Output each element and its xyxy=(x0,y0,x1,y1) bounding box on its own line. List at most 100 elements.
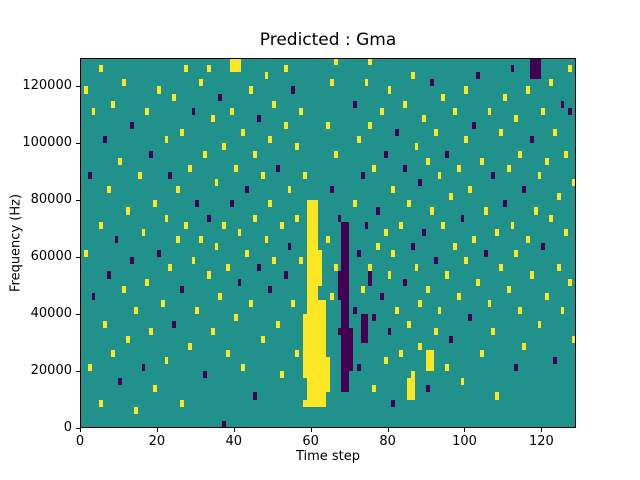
heatmap-cell xyxy=(360,171,365,179)
heatmap-cell xyxy=(114,235,119,243)
heatmap-cell xyxy=(360,314,369,343)
heatmap-cell xyxy=(279,371,284,379)
heatmap-cell xyxy=(272,100,277,108)
heatmap-cell xyxy=(268,136,273,144)
heatmap-cell xyxy=(226,264,230,272)
heatmap-cell xyxy=(129,122,134,130)
heatmap-cell xyxy=(468,314,473,322)
x-tick-mark xyxy=(387,428,389,432)
heatmap-cell xyxy=(368,264,373,286)
heatmap-cell xyxy=(387,328,392,336)
heatmap-cell xyxy=(383,228,388,236)
heatmap-cell xyxy=(445,271,450,279)
heatmap-cell xyxy=(468,186,473,194)
heatmap-cell xyxy=(491,171,496,179)
heatmap-cell xyxy=(210,114,215,123)
heatmap-cell xyxy=(295,214,300,222)
x-tick-mark xyxy=(233,428,235,432)
heatmap-cell xyxy=(214,178,219,187)
heatmap-cell xyxy=(410,371,415,379)
heatmap-cell xyxy=(452,107,457,115)
heatmap-cell xyxy=(283,271,288,279)
heatmap-cell xyxy=(153,385,157,393)
heatmap-cell xyxy=(306,200,319,407)
heatmap-cell xyxy=(464,86,469,94)
heatmap-cell xyxy=(356,250,361,258)
heatmap-cell xyxy=(356,136,361,144)
heatmap-cell xyxy=(110,349,115,357)
x-tick-label: 120 xyxy=(528,434,554,449)
heatmap-cell xyxy=(118,157,123,165)
heatmap-cell xyxy=(110,100,115,108)
heatmap-cell xyxy=(106,271,111,279)
heatmap-cell xyxy=(222,420,227,428)
x-axis-label: Time step xyxy=(295,449,361,464)
heatmap-cell xyxy=(303,399,307,407)
heatmap-cell xyxy=(156,86,161,94)
heatmap-cell xyxy=(426,157,430,165)
heatmap-cell xyxy=(564,228,569,236)
heatmap-cell xyxy=(253,150,257,158)
heatmap-cell xyxy=(552,129,557,137)
heatmap-cell xyxy=(141,363,146,372)
heatmap-cell xyxy=(276,321,280,329)
heatmap-cell xyxy=(318,250,323,286)
heatmap-cell xyxy=(291,86,296,94)
heatmap-cell xyxy=(103,136,107,144)
x-tick-label: 0 xyxy=(75,434,85,449)
heatmap-cell xyxy=(560,307,565,315)
heatmap-cell xyxy=(237,278,242,286)
heatmap-cell xyxy=(145,107,150,115)
heatmap-cell xyxy=(364,221,369,229)
heatmap-cell xyxy=(245,250,250,258)
heatmap-cell xyxy=(153,200,157,208)
heatmap-cell xyxy=(418,342,423,350)
heatmap-cell xyxy=(83,86,88,94)
heatmap-cell xyxy=(533,207,538,215)
heatmap-cell xyxy=(149,328,154,336)
heatmap-cell xyxy=(133,406,138,414)
heatmap-cell xyxy=(437,171,442,179)
heatmap-cell xyxy=(464,136,469,144)
heatmap-cell xyxy=(395,129,400,137)
heatmap-cell xyxy=(249,86,254,94)
heatmap-cell xyxy=(149,150,154,158)
heatmap-cell xyxy=(445,363,450,372)
heatmap-cell xyxy=(529,271,534,279)
heatmap-cell xyxy=(406,321,411,329)
heatmap-cell xyxy=(337,328,342,336)
heatmap-cell xyxy=(537,171,542,179)
heatmap-cell xyxy=(383,356,388,364)
heatmap-cell xyxy=(222,221,227,229)
heatmap-cell xyxy=(268,200,273,208)
y-tick-label: 100000 xyxy=(22,135,72,151)
heatmap-cell xyxy=(391,250,396,258)
heatmap-cell xyxy=(229,200,234,208)
heatmap-cell xyxy=(187,164,192,172)
heatmap-cell xyxy=(502,93,507,101)
y-tick-label: 60000 xyxy=(30,249,72,265)
heatmap-cell xyxy=(256,114,261,123)
heatmap-cell xyxy=(168,171,173,179)
heatmap-cell xyxy=(433,257,438,265)
heatmap-cell xyxy=(464,257,469,265)
y-tick-label: 0 xyxy=(63,420,72,435)
heatmap-cell xyxy=(129,257,134,265)
heatmap-cell xyxy=(568,65,573,73)
y-tick-label: 80000 xyxy=(30,192,72,208)
heatmap-cell xyxy=(329,79,334,87)
heatmap-cell xyxy=(329,292,334,300)
heatmap-cell xyxy=(199,79,204,87)
heatmap-cell xyxy=(549,79,553,87)
heatmap-cell xyxy=(218,93,223,101)
heatmap-cell xyxy=(460,378,465,386)
heatmap-cell xyxy=(283,65,288,73)
heatmap-cell xyxy=(126,335,130,343)
heatmap-cell xyxy=(299,257,303,265)
heatmap-cell xyxy=(495,228,500,236)
heatmap-cell xyxy=(460,214,465,222)
heatmap-cell xyxy=(449,335,453,343)
heatmap-cell xyxy=(456,292,461,300)
heatmap-cell xyxy=(179,129,184,137)
heatmap-cell xyxy=(199,235,204,243)
